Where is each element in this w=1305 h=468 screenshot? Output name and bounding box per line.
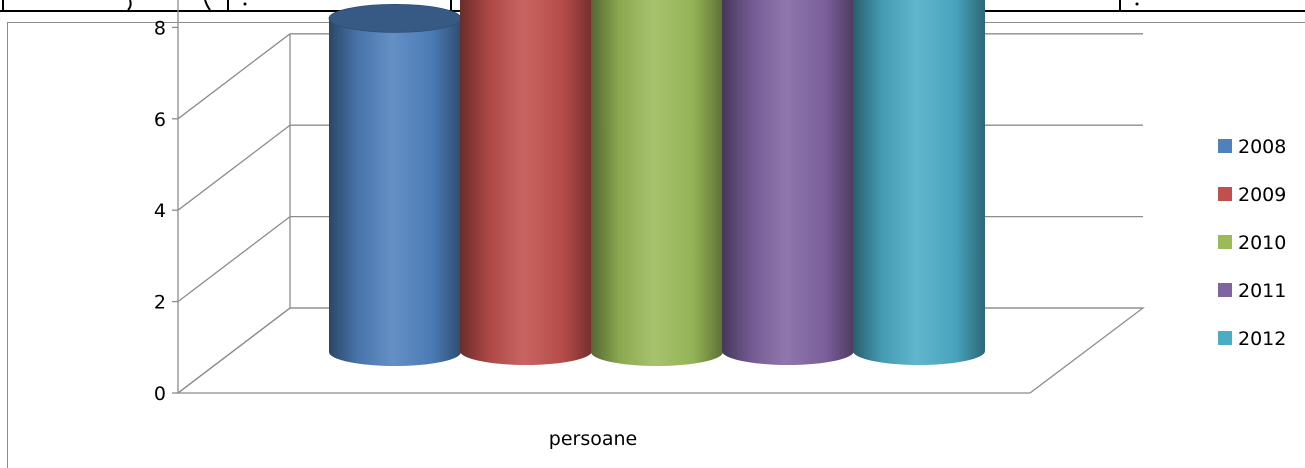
legend-item-2011: 2011: [1218, 280, 1286, 302]
legend-label: 2011: [1238, 280, 1286, 302]
bar-2010: [591, 0, 723, 366]
bar-top: [328, 3, 462, 33]
y-axis-ticks: 024681012: [154, 17, 178, 405]
legend-label: 2012: [1238, 328, 1286, 350]
legend-swatch: [1218, 139, 1232, 153]
legend-swatch: [1218, 283, 1232, 297]
legend-label: 2009: [1238, 184, 1286, 206]
bar-2009: [460, 0, 592, 365]
bar-body: [591, 0, 723, 366]
legend-label: 2010: [1238, 232, 1286, 254]
y-tick-label: 2: [154, 292, 166, 314]
bar-2008: [328, 3, 462, 366]
bar-body: [329, 18, 461, 366]
chart-bars: [328, 0, 985, 366]
bar-body: [853, 0, 985, 365]
legend-item-2008: 2008: [1218, 136, 1286, 158]
y-tick-label: 8: [154, 17, 166, 39]
legend-swatch: [1218, 331, 1232, 345]
legend-item-2012: 2012: [1218, 328, 1286, 350]
legend-item-2010: 2010: [1218, 232, 1286, 254]
legend-swatch: [1218, 187, 1232, 201]
bar-body: [460, 0, 592, 365]
x-category-label: persoane: [549, 428, 637, 450]
bar-2011: [722, 0, 854, 365]
bar-body: [722, 0, 854, 365]
y-tick-label: 6: [154, 109, 166, 131]
legend-item-2009: 2009: [1218, 184, 1286, 206]
y-tick-label: 4: [154, 200, 166, 222]
chart-legend: 2008 2009 2010 2011 2012: [1218, 136, 1286, 350]
bar-2012: [853, 0, 985, 365]
legend-swatch: [1218, 235, 1232, 249]
legend-label: 2008: [1238, 136, 1286, 158]
y-tick-label: 0: [154, 383, 166, 405]
